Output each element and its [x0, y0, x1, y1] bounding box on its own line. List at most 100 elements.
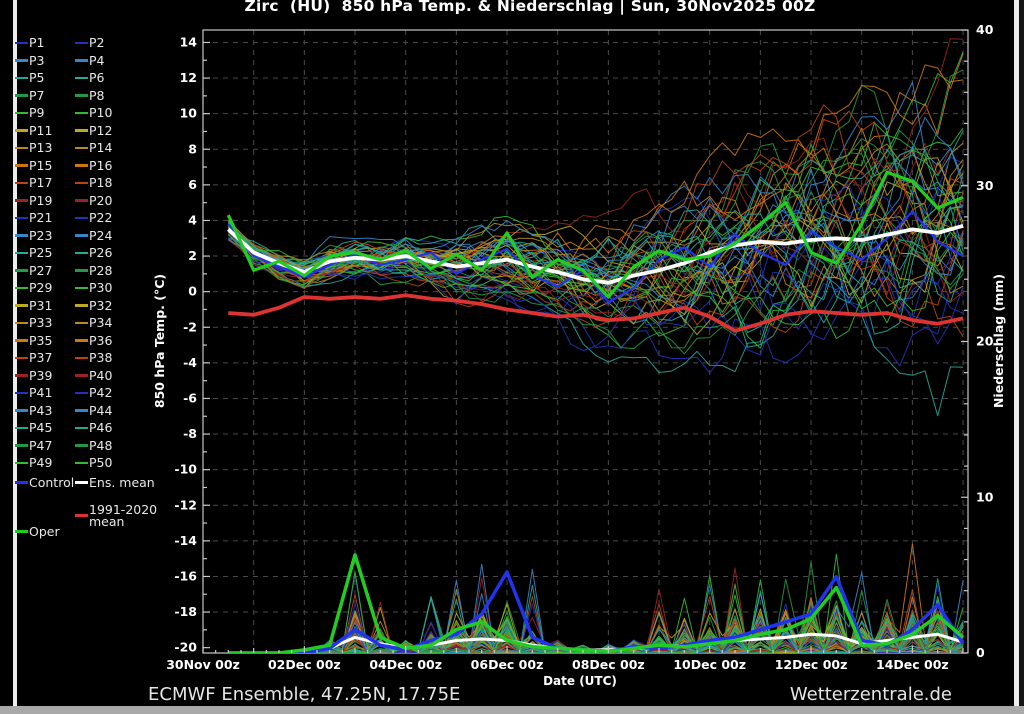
legend-swatch — [15, 356, 28, 359]
legend-item-p28: P28 — [75, 263, 200, 278]
legend-item-p11: P11 — [15, 123, 75, 138]
legend-label-ens-mean: Ens. mean — [89, 475, 155, 490]
legend-member-label: P9 — [29, 105, 45, 121]
legend-item-p48: P48 — [75, 438, 200, 453]
legend-item-p44: P44 — [75, 403, 200, 418]
legend-swatch — [75, 339, 88, 342]
legend-swatch — [15, 321, 28, 324]
legend-item-p33: P33 — [15, 315, 75, 330]
legend-item-p26: P26 — [75, 245, 200, 260]
legend-item-p9: P9 — [15, 105, 75, 120]
data-lines — [226, 38, 965, 653]
legend-item-oper: Oper — [15, 524, 60, 539]
legend-member-label: P29 — [29, 280, 53, 296]
legend-swatch — [15, 391, 28, 394]
legend-item-p17: P17 — [15, 175, 75, 190]
legend-item-p16: P16 — [75, 158, 200, 173]
legend-member-label: P37 — [29, 350, 53, 366]
legend-swatch — [15, 94, 28, 97]
legend-member-label: P26 — [89, 245, 113, 261]
legend-swatch — [75, 304, 88, 307]
legend-member-label: P21 — [29, 210, 53, 226]
legend-swatch — [15, 286, 28, 289]
legend-member-label: P39 — [29, 367, 53, 383]
legend-member-label: P47 — [29, 437, 53, 453]
legend-swatch-oper — [15, 530, 28, 533]
legend-item-p27: P27 — [15, 263, 75, 278]
legend-swatch — [75, 199, 88, 202]
legend-swatch — [75, 269, 88, 272]
legend-item-p30: P30 — [75, 280, 200, 295]
legend-member-label: P1 — [29, 35, 45, 51]
legend-item-p45: P45 — [15, 420, 75, 435]
legend-member-label: P7 — [29, 87, 45, 103]
member-temp-line — [228, 116, 964, 310]
legend-swatch — [15, 111, 28, 114]
member-temp-line — [227, 164, 964, 325]
legend-item-p39: P39 — [15, 368, 75, 383]
legend-member-label: P13 — [29, 140, 53, 156]
legend-item-p10: P10 — [75, 105, 200, 120]
legend-item-p29: P29 — [15, 280, 75, 295]
legend-member-label: P35 — [29, 332, 53, 348]
legend-member-label: P46 — [89, 420, 113, 436]
legend-swatch — [15, 181, 28, 184]
member-temp-line — [227, 161, 964, 290]
legend-swatch — [15, 41, 28, 44]
temp-tick-label: -2 — [183, 319, 197, 334]
legend-swatch — [75, 286, 88, 289]
legend-member-label: P31 — [29, 297, 53, 313]
temp-tick-label: 10 — [180, 106, 198, 121]
member-temp-line — [227, 176, 964, 301]
legend-member-label: P6 — [89, 70, 105, 86]
member-temp-line — [227, 84, 964, 296]
legend-item-p23: P23 — [15, 228, 75, 243]
legend-item-p46: P46 — [75, 420, 200, 435]
temp-tick-label: 0 — [188, 284, 197, 299]
legend-swatch — [75, 374, 88, 377]
temp-tick-label: 8 — [188, 141, 197, 156]
legend-member-label: P38 — [89, 350, 113, 366]
x-tick-label: 02Dec 00z — [268, 657, 341, 672]
member-precip-line — [228, 607, 964, 653]
legend-swatch — [15, 339, 28, 342]
temp-tick-label: 6 — [188, 177, 197, 192]
precip-axis-label: Niederschlag (mm) — [991, 274, 1006, 408]
temp-tick-label: -6 — [183, 390, 197, 405]
legend-member-label: P14 — [89, 140, 113, 156]
temp-tick-label: 14 — [180, 34, 198, 49]
legend-label-oper: Oper — [29, 524, 60, 539]
legend-swatch — [75, 129, 88, 132]
legend-item-p36: P36 — [75, 333, 200, 348]
temp-tick-label: -18 — [174, 604, 197, 619]
legend-swatch — [75, 409, 88, 412]
legend-swatch — [75, 251, 88, 254]
temp-tick-label: 4 — [188, 212, 197, 227]
legend-swatch — [75, 59, 88, 62]
legend-swatch — [75, 111, 88, 114]
legend-swatch — [15, 129, 28, 132]
legend-swatch-climate-mean — [75, 514, 88, 517]
window-border-bottom — [0, 706, 1024, 714]
gridlines — [203, 30, 968, 653]
legend-swatch — [75, 94, 88, 97]
legend-swatch — [75, 76, 88, 79]
legend-member-label: P42 — [89, 385, 113, 401]
legend-swatch — [15, 374, 28, 377]
legend-swatch — [15, 269, 28, 272]
legend-item-p14: P14 — [75, 140, 200, 155]
legend-member-label: P16 — [89, 157, 113, 173]
legend-member-label: P27 — [29, 262, 53, 278]
legend-member-label: P32 — [89, 297, 113, 313]
legend-item-p1: P1 — [15, 35, 75, 50]
member-precip-line — [228, 543, 964, 653]
window-edge-right — [1019, 0, 1024, 714]
legend-swatch — [15, 199, 28, 202]
ens-mean-temp-line — [227, 223, 964, 285]
legend-item-p38: P38 — [75, 350, 200, 365]
legend-member-label: P49 — [29, 455, 53, 471]
precip-tick-label: 0 — [976, 645, 985, 660]
temp-tick-label: 2 — [188, 248, 197, 263]
legend-swatch — [75, 234, 88, 237]
legend-member-label: P8 — [89, 87, 105, 103]
